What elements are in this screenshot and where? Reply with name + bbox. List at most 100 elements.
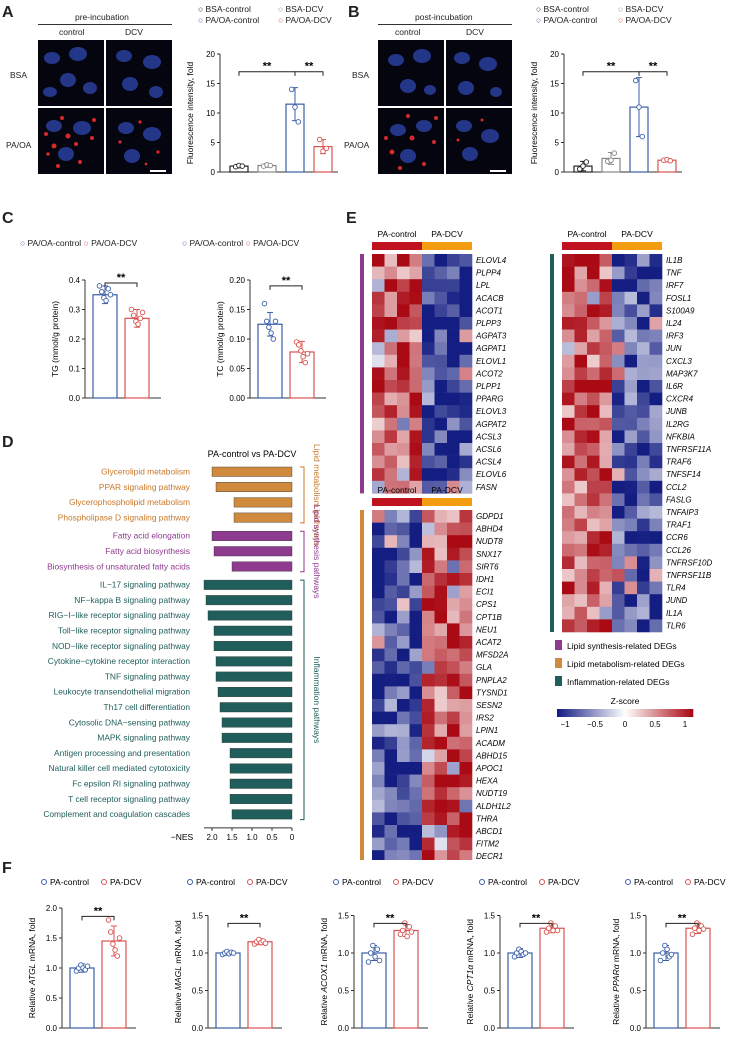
heatmap-cell	[649, 543, 663, 557]
gene-label: ELOVL3	[476, 407, 507, 416]
heatmap-cell	[599, 506, 613, 519]
heatmap-cell	[384, 547, 398, 561]
heatmap-cell	[574, 329, 588, 343]
pathway-label: MAPK signaling pathway	[97, 733, 190, 743]
data-point	[105, 917, 112, 923]
heatmap-cell	[422, 850, 435, 860]
col-label: PA-control	[377, 485, 416, 495]
y-axis-label: Relative PPARα mRNA, fold	[611, 918, 621, 1025]
heatmap-cell	[447, 724, 460, 738]
heatmap-cell	[434, 812, 448, 826]
heatmap-cell	[459, 279, 473, 293]
heatmap-cell	[384, 304, 398, 318]
zscore-gradient-step	[593, 709, 596, 717]
panel-e-label: E	[346, 210, 357, 227]
heatmap-cell	[409, 430, 423, 444]
heatmap-cell	[384, 342, 398, 356]
data-point	[107, 292, 114, 298]
heatmap-cell	[459, 812, 473, 826]
panel-a-legend-1: ○ BSA-DCV	[278, 4, 324, 14]
gene-label: NUDT8	[476, 537, 503, 546]
heatmap-cell	[574, 367, 588, 381]
panel-d-label: D	[2, 434, 14, 451]
gene-label: ACOT1	[475, 306, 503, 315]
sig-mark: **	[532, 912, 541, 924]
gene-label: ACACB	[475, 294, 504, 303]
pathway-label: Glycerophospholipid metabolism	[69, 497, 190, 507]
heatmap-cell	[612, 619, 625, 633]
gene-label: PLPP3	[476, 319, 501, 328]
heatmap-cell	[587, 291, 600, 305]
heatmap-cell	[574, 417, 588, 431]
legend-marker	[247, 879, 253, 885]
sig-bracket	[294, 71, 324, 76]
heatmap-cell	[574, 569, 588, 582]
heatmap-cell	[409, 291, 423, 305]
heatmap-cell	[409, 417, 423, 431]
legend-marker	[187, 879, 193, 885]
data-point	[576, 166, 583, 172]
heatmap-cell	[384, 380, 398, 393]
group-label: Lipid synthesis pathways	[312, 504, 322, 598]
gene-label: ACSL4	[475, 458, 502, 467]
heatmap-cell	[384, 317, 398, 330]
zscore-gradient-step	[621, 709, 624, 717]
data-point	[116, 935, 123, 941]
heatmap-cell	[422, 648, 435, 662]
col-label: PA-DCV	[621, 229, 653, 239]
heatmap-cell	[587, 606, 600, 620]
heatmap-cell	[599, 443, 613, 456]
heatmap-cell	[649, 279, 663, 293]
heatmap-cell	[409, 648, 423, 662]
heatmap-cell	[409, 699, 423, 712]
heatmap-cell	[397, 673, 410, 687]
heatmap-cell	[574, 556, 588, 570]
sig-bracket	[269, 285, 303, 290]
heatmap-cell	[562, 606, 575, 620]
heatmap-cell	[574, 619, 588, 633]
heatmap-cell	[372, 648, 385, 662]
heatmap-cell	[384, 392, 398, 406]
y-tick-label: 20	[550, 50, 559, 59]
heatmap-cell	[434, 598, 448, 612]
heatmap-cell	[574, 342, 588, 356]
heatmap-cell	[422, 560, 435, 574]
heatmap-cell	[372, 455, 385, 469]
legend-text: BSA-control	[205, 4, 251, 14]
legend-text: BSA-control	[543, 4, 589, 14]
heatmap-cell	[599, 405, 613, 419]
zscore-gradient-step	[617, 709, 620, 717]
x-axis-label: −NES	[171, 832, 194, 840]
bar	[393, 929, 419, 1029]
heatmap-cell	[562, 317, 575, 330]
heatmap-cell	[649, 392, 663, 406]
heatmap-cell	[574, 518, 588, 532]
gene-label: AGPAT2	[475, 420, 507, 429]
bar	[247, 941, 273, 1029]
y-tick-label: 1.5	[630, 912, 642, 921]
heatmap-cell	[422, 774, 435, 788]
heatmap-cell	[599, 606, 613, 620]
heatmap-cell	[384, 711, 398, 725]
zscore-gradient-step	[671, 709, 674, 717]
heatmap-cell	[649, 380, 663, 393]
gene-label: NUDT19	[476, 789, 508, 798]
heatmap-cell	[649, 354, 663, 368]
heatmap-cell	[459, 405, 473, 419]
heatmap-cell	[447, 380, 460, 393]
zscore-tick: −1	[560, 720, 570, 729]
heatmap-cell	[587, 506, 600, 519]
heatmap-cell	[574, 455, 588, 469]
heatmap-cell	[372, 291, 385, 305]
data-point	[372, 953, 378, 960]
heatmap-cell	[624, 291, 638, 305]
heatmap-cell	[649, 329, 663, 343]
heatmap-cell	[397, 405, 410, 419]
heatmap-cell	[459, 711, 473, 725]
heatmap-cell	[612, 279, 625, 293]
pathway-label: NOD−like receptor signaling pathway	[52, 641, 191, 651]
heatmap-cell	[459, 661, 473, 675]
heatmap-cell	[459, 291, 473, 305]
gene-label: THRA	[476, 814, 498, 823]
heatmap-cell	[384, 291, 398, 305]
